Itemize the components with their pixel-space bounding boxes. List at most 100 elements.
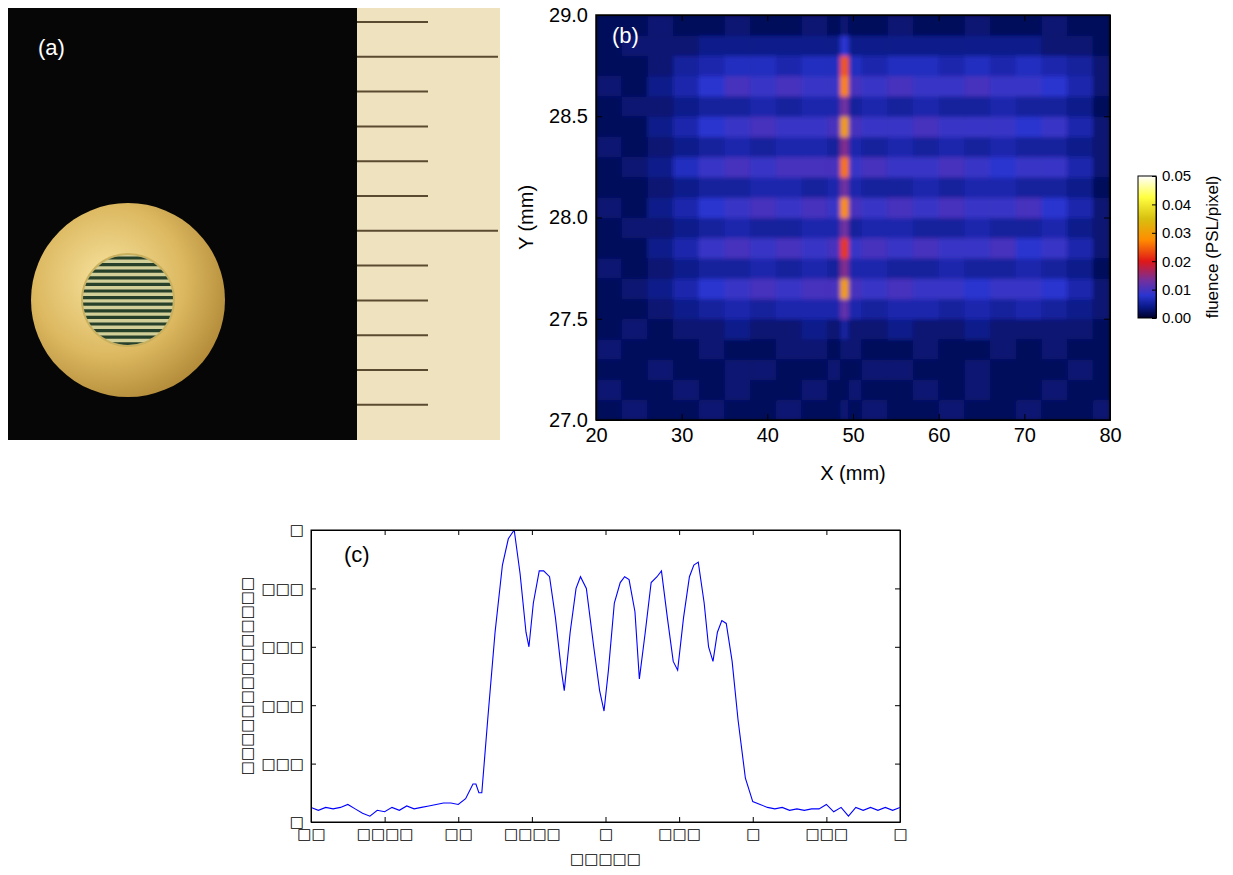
heatmap-cell [622, 197, 648, 218]
tick-mark [385, 817, 386, 822]
tick-mark [1024, 414, 1025, 420]
heatmap-cell [776, 96, 802, 117]
heatmap-cell [862, 278, 888, 299]
heatmap-cell [776, 35, 802, 56]
heatmap-cell [1016, 400, 1042, 420]
tick-mark [1152, 204, 1156, 205]
heatmap-cell [840, 15, 849, 36]
heatmap-cell [1016, 197, 1042, 218]
heatmap-cell [750, 319, 776, 340]
axis [597, 15, 1111, 21]
tick-mark [596, 15, 602, 16]
tick: 40 [757, 414, 779, 446]
heatmap-cell [750, 400, 776, 420]
axis-line [312, 822, 901, 823]
heatmap-cell [913, 96, 939, 117]
tick: 70 [1014, 414, 1036, 446]
heatmap-cell [964, 319, 990, 340]
heatmap-cell [596, 258, 622, 279]
heatmap-cell [647, 258, 673, 279]
heatmap-cell [1016, 380, 1042, 401]
heatmap-cell [1041, 197, 1067, 218]
heatmap-cell [673, 299, 699, 320]
heatmap-cell [862, 339, 888, 360]
tick-mark [767, 414, 768, 420]
heatmap-cell [750, 15, 776, 36]
heatmap-cell [1016, 76, 1042, 97]
grating-line [80, 270, 176, 273]
heatmap-cell [827, 177, 840, 198]
heatmap-cell [862, 218, 888, 239]
heatmap-cell [776, 116, 802, 137]
heatmap-cell [622, 218, 648, 239]
grating-line [80, 316, 176, 319]
heatmap-cell [862, 380, 888, 401]
heatmap-cell [802, 319, 828, 340]
heatmap-cell [699, 359, 725, 380]
heatmap-cell [827, 197, 840, 218]
heatmap-cell [750, 359, 776, 380]
heatmap-cell [849, 258, 862, 279]
tick-label: □□□ [261, 755, 304, 773]
heatmap-cell [596, 116, 622, 137]
heatmap-cell [647, 278, 673, 299]
heatmap-cell [647, 177, 673, 198]
heatmap-cell [725, 359, 751, 380]
heatmap-cell [990, 319, 1016, 340]
heatmap-cell [840, 157, 849, 178]
axis-title: □□□□□□□□□□□□□□ [238, 577, 256, 775]
heatmap-cell [802, 56, 828, 77]
heatmap-cell [913, 339, 939, 360]
heatmap-cell [1093, 157, 1110, 178]
heatmap-cell [699, 380, 725, 401]
heatmap-cell [1093, 137, 1110, 158]
tick [895, 647, 900, 648]
tick [895, 764, 900, 765]
heatmap-cell [725, 258, 751, 279]
heatmap-cell [699, 15, 725, 36]
heatmap-cell [840, 76, 849, 97]
ruler-tick [357, 91, 428, 93]
tick [1024, 15, 1025, 21]
heatmap-cell [647, 157, 673, 178]
tick: 28.0 [549, 206, 602, 228]
tick-label: 80 [1099, 424, 1121, 446]
heatmap-cell [849, 96, 862, 117]
heatmap-cell [827, 137, 840, 158]
heatmap-cell [673, 218, 699, 239]
heatmap-cell [939, 35, 965, 56]
tick-mark [895, 530, 900, 531]
heatmap-cell [725, 218, 751, 239]
heatmap-cell [913, 157, 939, 178]
axis-line [1110, 16, 1111, 421]
heatmap-cell [647, 238, 673, 259]
heatmap-cell [827, 116, 840, 137]
heatmap-cell [990, 76, 1016, 97]
tick [1104, 116, 1110, 117]
grating-line [80, 296, 176, 299]
heatmap-cell [647, 116, 673, 137]
heatmap-cell [725, 238, 751, 259]
heatmap-cell [862, 137, 888, 158]
grating-line [80, 303, 176, 306]
heatmap-cell [647, 319, 673, 340]
heatmap-cell [1093, 319, 1110, 340]
heatmap-cell [913, 299, 939, 320]
heatmap-cell [725, 400, 751, 420]
heatmap-cell [990, 157, 1016, 178]
heatmap-cell [776, 258, 802, 279]
heatmap-cell [1041, 359, 1067, 380]
heatmap-cell [1067, 278, 1093, 299]
heatmap-cell [990, 137, 1016, 158]
heatmap-cell [596, 218, 622, 239]
heatmap-cell [1093, 35, 1110, 56]
heatmap-cell [802, 299, 828, 320]
heatmap-cell [596, 319, 622, 340]
tick-label: □ [599, 825, 613, 843]
heatmap-cell [699, 299, 725, 320]
tick-mark [311, 530, 316, 531]
heatmap-cell [802, 197, 828, 218]
heatmap-cell [1067, 319, 1093, 340]
tick-mark [596, 116, 602, 117]
heatmap-cell [1067, 35, 1093, 56]
